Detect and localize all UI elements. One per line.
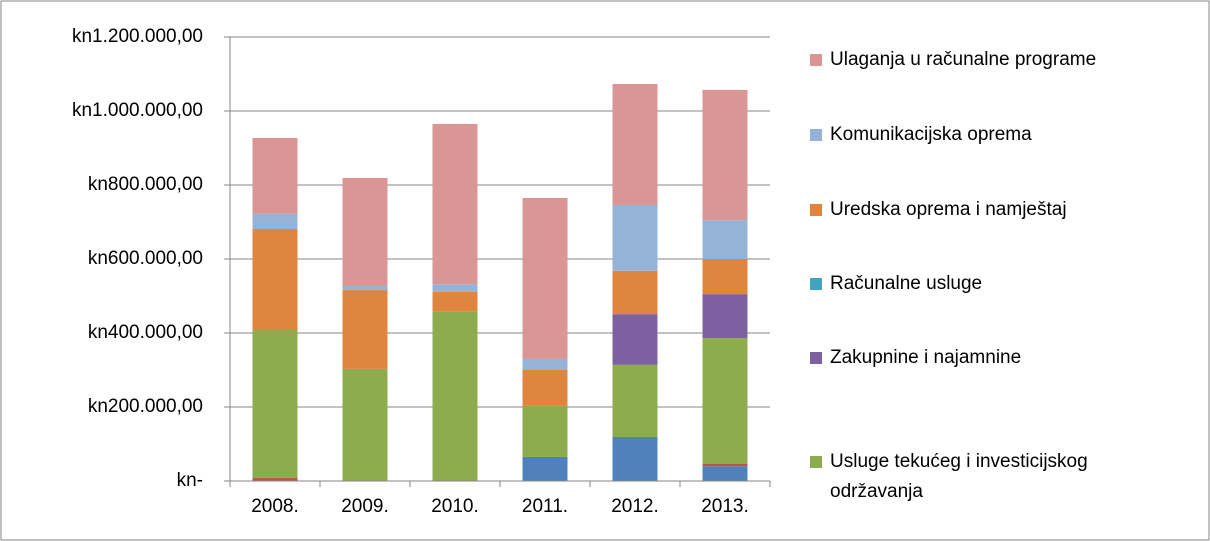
bar-segment [522,405,568,457]
legend-item: Zakupnine i najamnine [810,343,1190,373]
bar-segment [702,259,748,295]
bar-segment [612,204,658,271]
bar-segment [702,466,748,481]
bar-segment [252,213,298,230]
x-tick-label: 2011. [522,496,568,517]
bar-segment [522,370,568,406]
legend-label: Ulaganja u računalne programe [830,49,1097,70]
bar-segment [702,89,748,221]
legend-item: Ulaganja u računalne programe [810,45,1190,75]
y-tick-label: kn600.000,00 [88,248,203,269]
x-tick-label: 2013. [701,496,749,517]
x-tick-label: 2010. [431,496,479,517]
bar-segment [612,270,658,315]
bar-segment [342,290,388,369]
bar-segment [702,220,748,259]
legend-swatch [810,54,822,66]
x-tick-label: 2008. [251,496,299,517]
legend-swatch [810,204,822,216]
legend-item: Usluge tekućeg i investicijskog održavan… [810,447,1190,507]
legend-label: Uredska oprema i namještaj [830,199,1067,220]
bar-segment [432,291,478,312]
bar-segment [432,284,478,292]
legend-item: Uredska oprema i namještaj [810,195,1190,225]
legend-item: Računalne usluge [810,269,1190,299]
y-tick-label: kn800.000,00 [88,174,203,195]
y-tick-label: kn1.200.000,00 [72,26,203,47]
legend-item: Komunikacijska oprema [810,120,1190,150]
bar-segment [522,456,568,481]
bar-segment [342,286,388,291]
legend-label: Komunikacijska oprema [830,124,1032,145]
bar-segment [252,330,298,479]
bar-segment [702,338,748,464]
bar-segment [432,311,478,481]
legend-swatch [810,456,822,468]
bar-segment [702,294,748,339]
legend-swatch [810,278,822,290]
legend-label: Računalne usluge [830,273,983,294]
y-tick-label: kn400.000,00 [88,322,203,343]
y-tick-label: kn200.000,00 [88,396,203,417]
bar-segment [612,436,658,481]
x-tick-label: 2009. [341,496,389,517]
x-tick-label: 2012. [611,496,659,517]
bar-segment [252,138,298,214]
y-tick-label: kn- [177,470,203,491]
legend-swatch [810,352,822,364]
legend-swatch [810,129,822,141]
bar-segment [342,368,388,481]
bar-segment [342,177,388,287]
bar-segment [612,314,658,365]
bar-segment [612,364,658,437]
legend-label: Usluge tekućeg i investicijskog održavan… [830,451,1088,502]
bar-segment [252,229,298,331]
bar-segment [432,123,478,285]
bar-segment [522,358,568,370]
legend-label: Zakupnine i najamnine [830,347,1022,368]
bar-segment [702,463,748,467]
bar-segment [522,197,568,359]
bar-segment [612,83,658,205]
y-tick-label: kn1.000.000,00 [72,100,203,121]
bar-segment [252,478,298,481]
